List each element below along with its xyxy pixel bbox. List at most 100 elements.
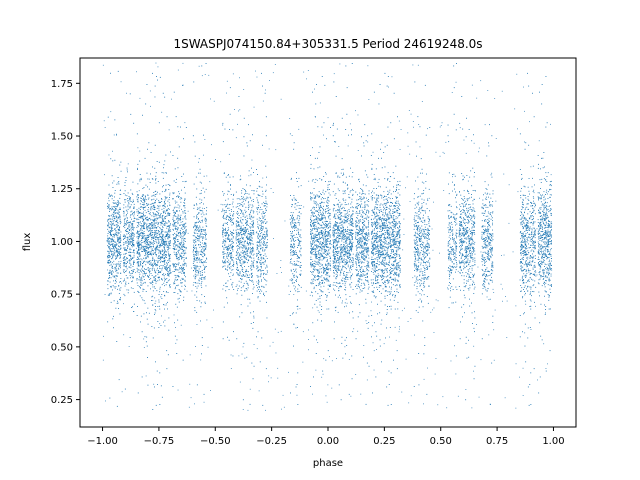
data-point: [251, 190, 253, 191]
data-point: [266, 244, 268, 246]
data-point: [151, 248, 153, 250]
data-point: [257, 238, 259, 240]
data-point: [123, 211, 125, 213]
data-point: [141, 297, 143, 299]
data-point: [137, 264, 139, 266]
data-point: [177, 275, 179, 277]
data-point: [194, 266, 196, 268]
data-point: [148, 244, 150, 246]
data-point: [124, 272, 125, 274]
data-point: [139, 295, 141, 297]
data-point: [222, 246, 224, 248]
data-point: [267, 271, 268, 273]
data-point: [138, 286, 140, 288]
data-point: [245, 237, 247, 239]
data-point: [245, 206, 247, 208]
data-point: [119, 257, 121, 258]
data-point: [291, 232, 293, 234]
data-point: [298, 243, 300, 245]
data-point: [251, 362, 253, 364]
data-point: [131, 270, 132, 271]
data-point: [257, 283, 259, 284]
data-point: [199, 265, 201, 267]
data-point: [132, 266, 134, 267]
data-point: [324, 244, 326, 246]
data-point: [248, 233, 250, 235]
data-point: [163, 255, 165, 256]
data-point: [165, 235, 167, 237]
data-point: [247, 197, 249, 199]
data-point: [124, 278, 125, 280]
data-point: [258, 286, 260, 287]
data-point: [182, 265, 184, 267]
data-point: [296, 281, 297, 282]
data-point: [313, 251, 315, 252]
data-point: [230, 254, 232, 256]
data-point: [248, 206, 250, 208]
data-point: [130, 277, 131, 279]
data-point: [232, 269, 234, 271]
data-point: [232, 257, 234, 259]
data-point: [140, 225, 142, 227]
data-point: [194, 278, 196, 280]
data-point: [125, 223, 127, 225]
data-point: [205, 260, 206, 262]
data-point: [127, 231, 129, 233]
data-point: [143, 197, 145, 199]
data-point: [168, 272, 170, 274]
data-point: [150, 288, 151, 290]
data-point: [165, 250, 166, 252]
data-point: [167, 274, 169, 276]
data-point: [321, 233, 323, 235]
data-point: [111, 241, 113, 243]
data-point: [258, 269, 260, 270]
data-point: [226, 247, 228, 249]
data-point: [313, 274, 315, 276]
data-point: [323, 209, 325, 211]
data-point: [142, 233, 144, 235]
data-point: [198, 238, 200, 240]
data-point: [141, 283, 143, 285]
data-point: [158, 214, 159, 216]
data-point: [329, 286, 331, 287]
data-point: [224, 229, 226, 230]
data-point: [116, 203, 117, 205]
data-point: [164, 285, 165, 287]
data-point: [108, 272, 110, 273]
data-point: [200, 241, 201, 243]
data-point: [132, 194, 134, 195]
data-point: [120, 260, 122, 262]
data-point: [114, 217, 116, 219]
data-point: [260, 229, 262, 231]
data-point: [111, 230, 113, 232]
data-point: [165, 190, 167, 192]
data-point: [162, 230, 164, 232]
data-point: [239, 205, 241, 207]
data-point: [260, 206, 261, 208]
data-point: [232, 129, 234, 131]
data-point: [150, 278, 152, 279]
data-point: [156, 227, 157, 228]
data-point: [159, 286, 161, 288]
data-point: [131, 259, 132, 261]
data-point: [236, 284, 238, 286]
data-point: [152, 250, 153, 251]
data-point: [327, 267, 329, 269]
data-point: [259, 261, 261, 263]
data-point: [328, 292, 330, 293]
data-point: [242, 215, 244, 217]
data-point: [261, 243, 263, 245]
data-point: [229, 268, 231, 270]
data-point: [163, 321, 164, 323]
data-point: [180, 219, 182, 220]
data-point: [317, 270, 319, 272]
data-point: [156, 264, 158, 266]
data-point: [119, 228, 120, 230]
data-point: [108, 246, 110, 248]
data-point: [246, 242, 248, 244]
data-point: [111, 198, 113, 200]
data-point: [240, 254, 242, 256]
data-point: [296, 181, 298, 182]
data-point: [199, 272, 201, 274]
data-point: [248, 237, 250, 239]
